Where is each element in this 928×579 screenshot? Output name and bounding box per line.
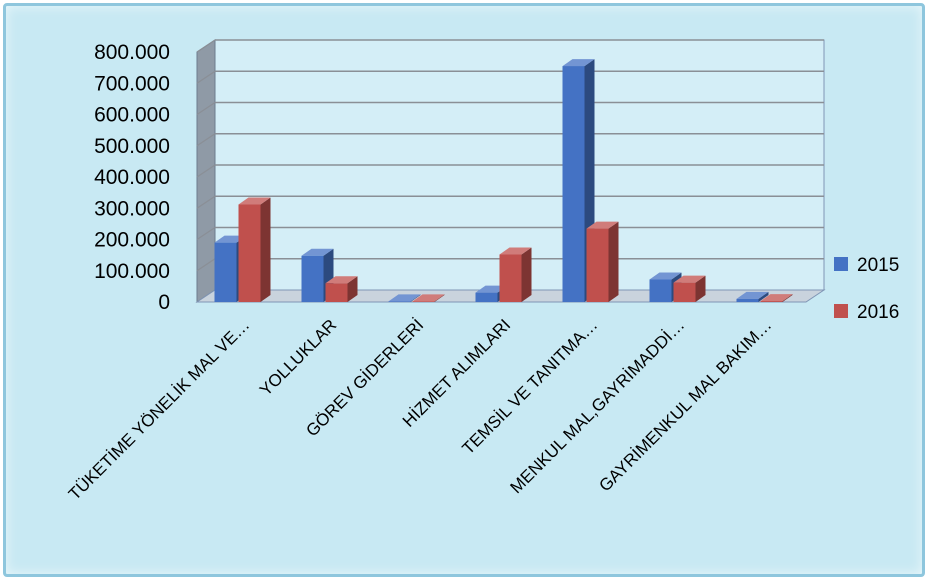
y-tick-label: 0: [158, 291, 170, 314]
bar-top: [412, 294, 445, 302]
bar-top: [388, 294, 421, 302]
bar-front: [301, 255, 324, 302]
bar: [736, 291, 769, 302]
bar-side: [758, 291, 769, 302]
x-tick-label: TÜKETİME YÖNELİK MAL VE…: [65, 315, 253, 503]
bar-side: [347, 276, 358, 302]
bar-front: [475, 292, 498, 302]
bar-front: [388, 301, 411, 302]
legend-swatch: [834, 257, 848, 271]
legend-swatch: [834, 304, 848, 318]
bar-side: [608, 221, 619, 302]
bar-top: [649, 272, 682, 280]
bar-front: [238, 204, 261, 302]
y-tick-label: 600.000: [94, 104, 170, 127]
gridline-side: [196, 133, 216, 147]
y-tick-label: 400.000: [94, 166, 170, 189]
gridline-side: [196, 227, 216, 240]
bar-front: [499, 254, 522, 302]
x-tick-label: YOLLUKLAR: [256, 315, 340, 399]
bar-front: [673, 282, 696, 302]
legend-label: 2015: [857, 255, 899, 276]
bar-top: [562, 59, 595, 67]
y-tick-label: 100.000: [94, 260, 170, 283]
bar: [499, 247, 532, 302]
bar: [760, 294, 793, 302]
gridline-side: [196, 164, 216, 178]
y-tick-label: 800.000: [94, 41, 170, 64]
bar-front: [412, 301, 435, 302]
bar-side: [782, 294, 793, 302]
bar-top: [760, 294, 793, 302]
gridline-side: [196, 258, 216, 272]
gridline-side: [196, 70, 216, 84]
gridline-side: [196, 195, 216, 209]
gridline-side: [196, 102, 216, 115]
bar: [238, 197, 271, 302]
bar-side: [410, 294, 421, 302]
bar-side: [434, 294, 445, 302]
bar-top: [586, 221, 619, 229]
bar-top: [325, 276, 358, 284]
y-tick-label: 700.000: [94, 72, 170, 95]
bar-front: [325, 283, 348, 302]
x-tick-label: MENKUL MAL,GAYRİMADDİ…: [507, 315, 689, 497]
gridline-side: [196, 39, 216, 53]
y-axis-tick-labels: 0 100.000 200.000 300.000 400.000 500.000 600.…: [94, 41, 170, 314]
bar-side: [521, 247, 532, 302]
bar-front: [586, 228, 609, 302]
bar: [325, 276, 358, 302]
bar-front: [760, 301, 783, 302]
y-tick-label: 200.000: [94, 229, 170, 252]
x-tick-label: GAYRİMENKUL MAL BAKIM…: [595, 315, 775, 495]
bar-front: [562, 66, 585, 302]
bars: [214, 59, 793, 302]
bar-top: [499, 247, 532, 255]
bar-top: [301, 248, 334, 256]
y-tick-label: 300.000: [94, 197, 170, 220]
bar: [586, 221, 619, 302]
bar-front: [214, 242, 237, 302]
bar-top: [736, 291, 769, 299]
bar: [388, 294, 421, 302]
bar-side: [260, 197, 271, 302]
bar-front: [736, 298, 759, 302]
bar-front: [649, 279, 672, 302]
legend-label: 2016: [857, 302, 899, 323]
bar: [412, 294, 445, 302]
bar: [673, 275, 706, 302]
bar-top: [673, 275, 706, 283]
bar-top: [238, 197, 271, 205]
y-tick-label: 500.000: [94, 135, 170, 158]
legend: 2015 2016: [834, 255, 899, 323]
bar-side: [695, 275, 706, 302]
